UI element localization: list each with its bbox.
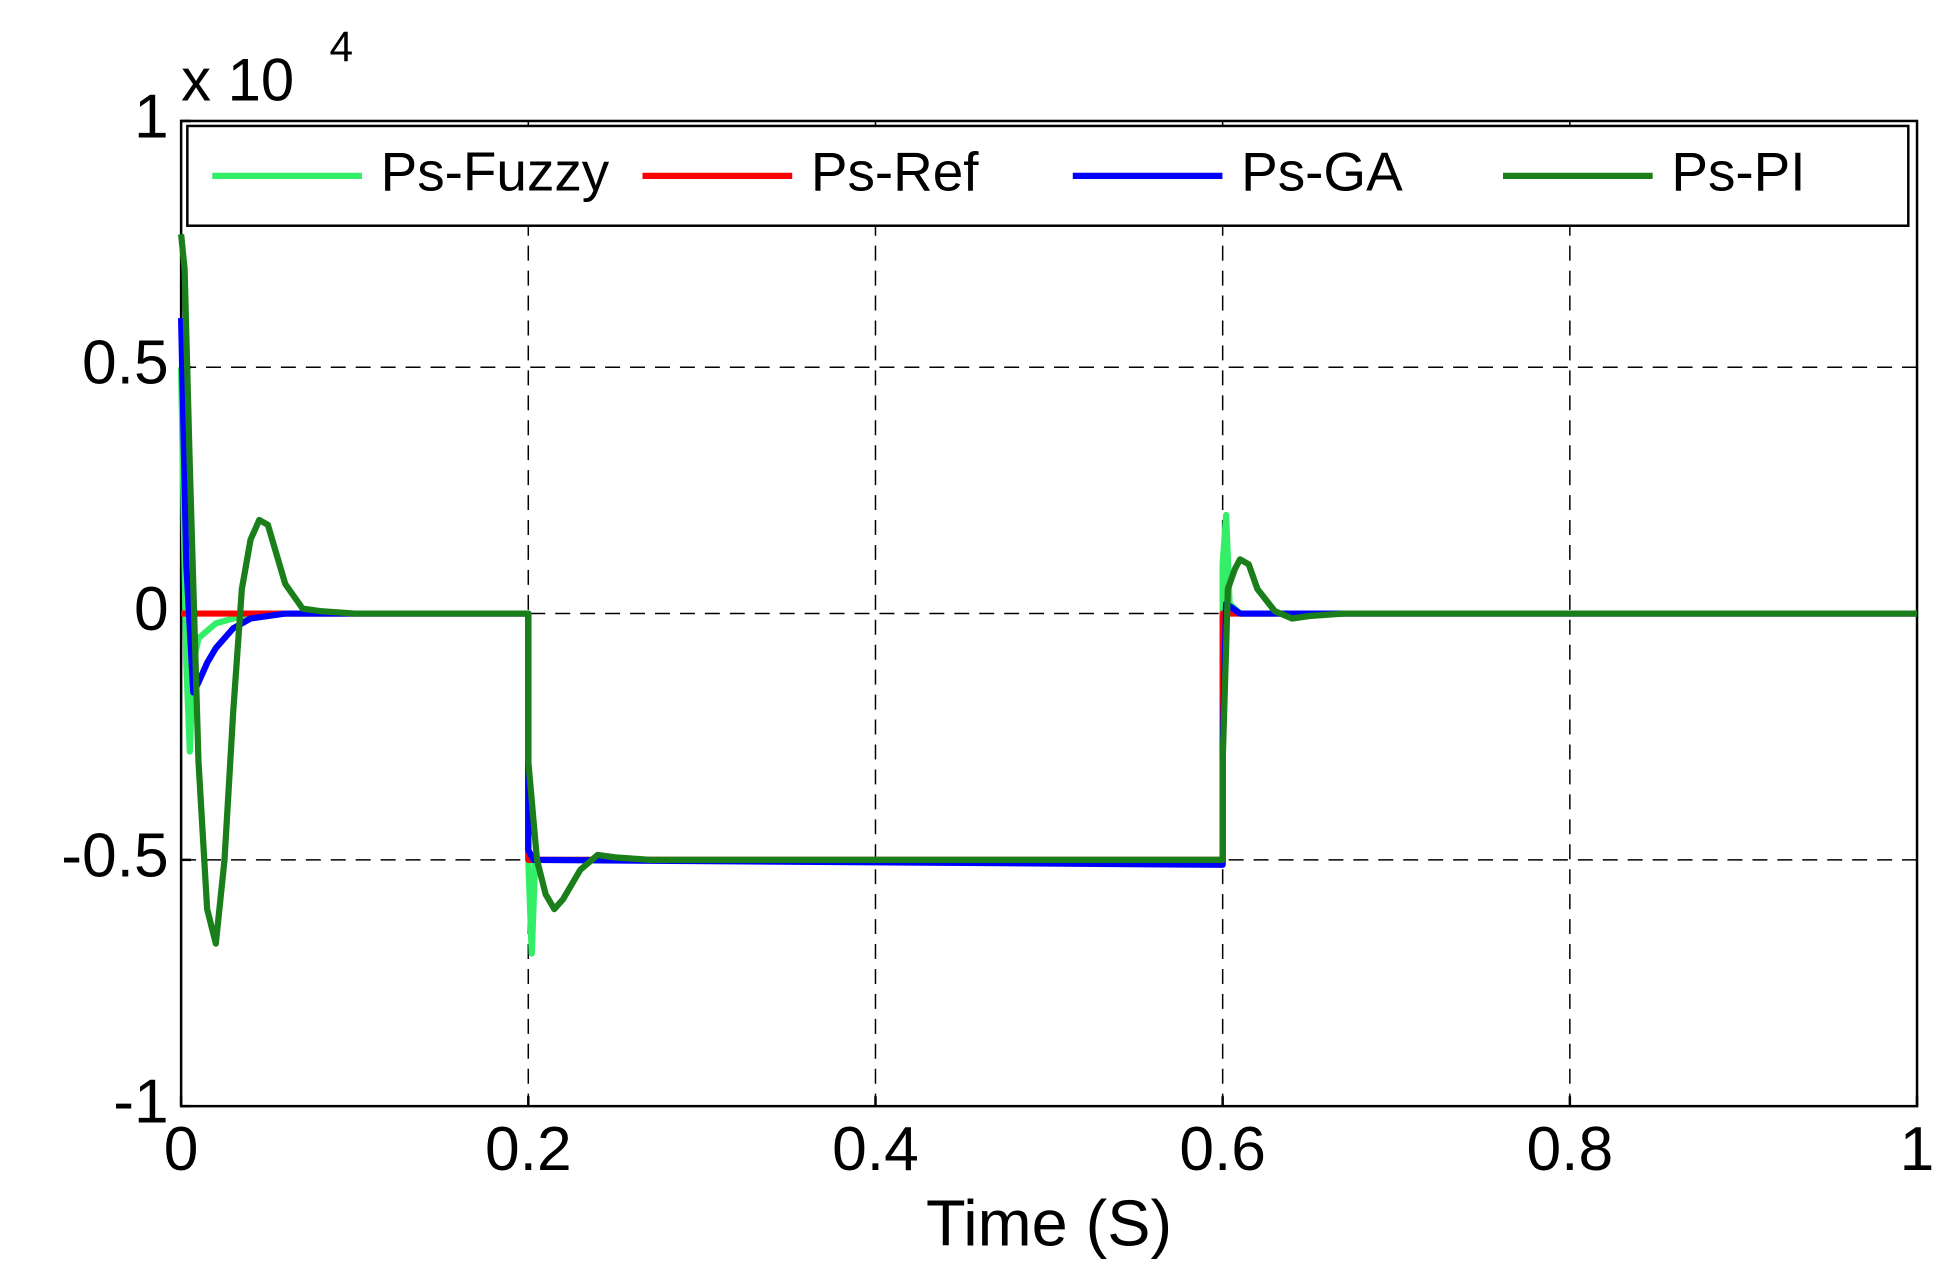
legend-label: Ps-PI	[1671, 140, 1805, 202]
y-tick-label: -0.5	[61, 821, 168, 890]
x-axis-label: Time (S)	[926, 1186, 1172, 1259]
series-line	[178, 233, 1918, 947]
legend-label: Ps-Fuzzy	[381, 140, 610, 202]
y-tick-label: 1	[134, 82, 169, 151]
x-tick-label: 0.8	[1527, 1115, 1614, 1184]
x-tick-label: 0.4	[832, 1115, 919, 1184]
y-tick-label: 0.5	[82, 329, 169, 398]
x-tick-label: 1	[1900, 1115, 1935, 1184]
legend-label: Ps-Ref	[811, 140, 979, 202]
y-tick-label: -1	[113, 1068, 168, 1137]
y-multiplier: x 10	[181, 47, 294, 114]
y-multiplier-exponent: 4	[330, 23, 354, 70]
x-tick-label: 0.2	[485, 1115, 572, 1184]
x-tick-label: 0.6	[1179, 1115, 1266, 1184]
legend-label: Ps-GA	[1241, 140, 1403, 202]
x-tick-label: 0	[164, 1115, 199, 1184]
y-tick-label: 0	[134, 575, 169, 644]
